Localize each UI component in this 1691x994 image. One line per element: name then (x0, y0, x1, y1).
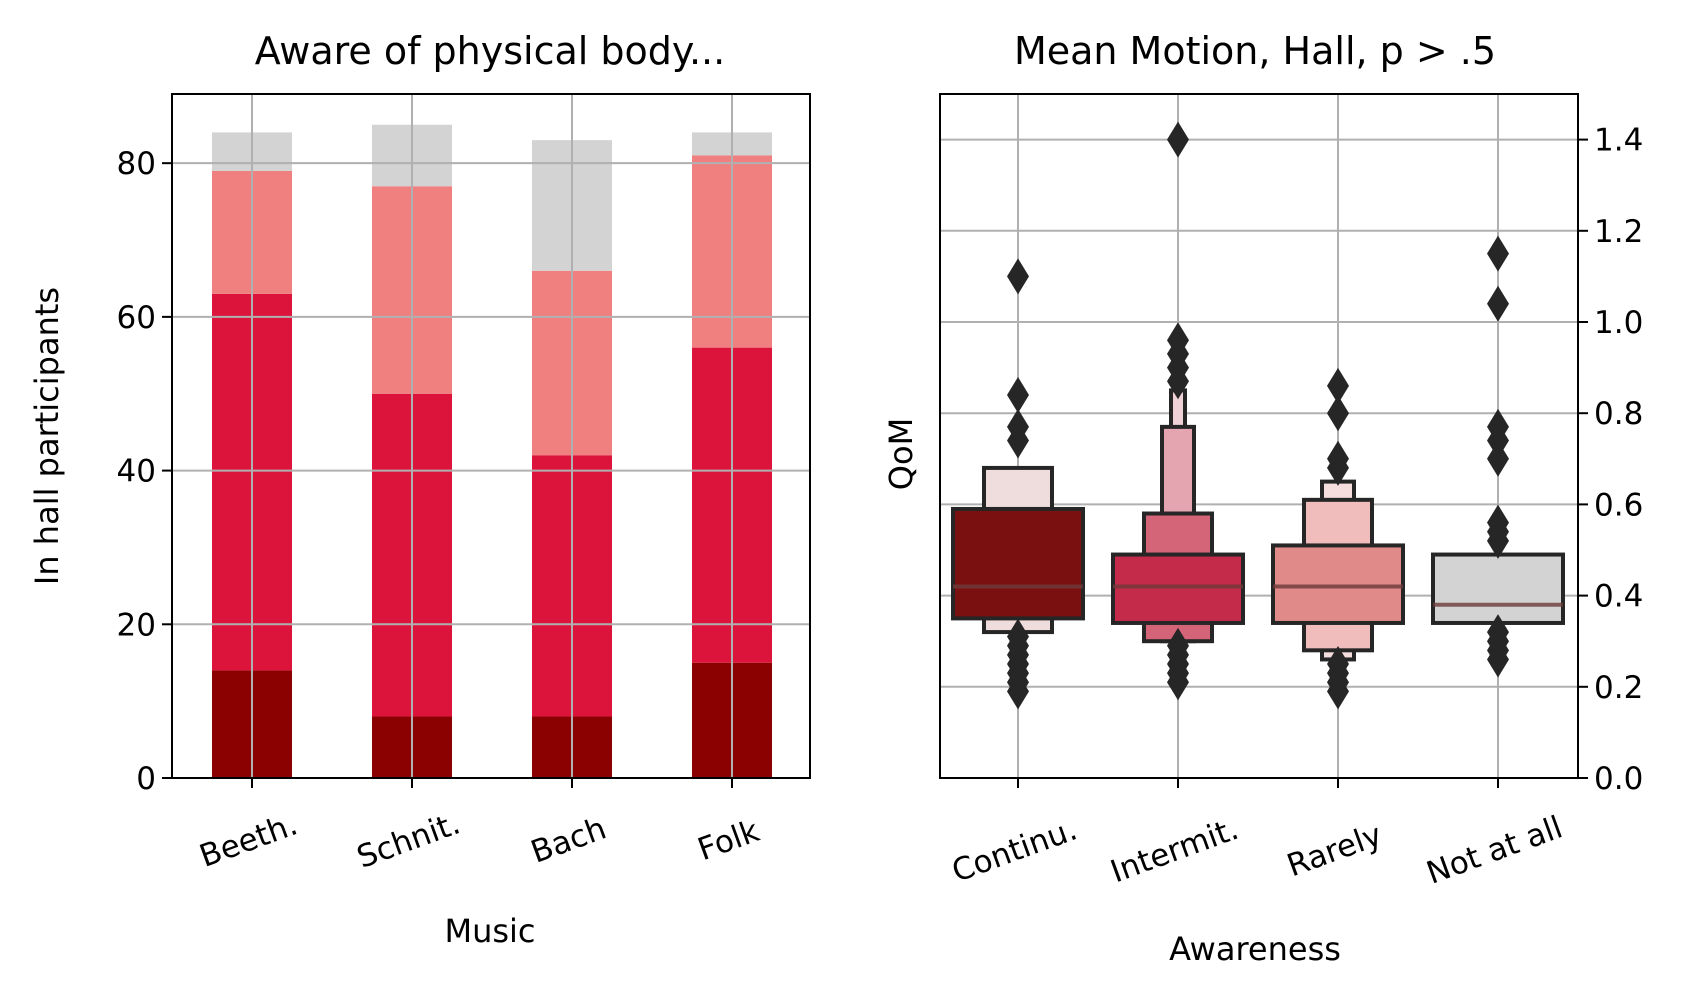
chart1-xtick-label: Beeth. (195, 806, 302, 874)
chart2-ylabel: QoM (882, 418, 920, 490)
outlier-marker (1007, 408, 1029, 445)
outlier-marker (1487, 504, 1509, 541)
chart1-ytick-label: 0 (136, 761, 156, 797)
chart2-ytick-label: 1.2 (1594, 214, 1643, 250)
outlier-marker (1327, 395, 1349, 432)
chart2-ytick-label: 1.0 (1594, 305, 1643, 341)
chart1-xtick-label: Schnit. (352, 805, 465, 875)
outlier-marker (1007, 258, 1029, 295)
chart2-frame (939, 93, 1579, 779)
boxen-chart: Mean Motion, Hall, p > .5 Awareness QoM … (882, 29, 1643, 968)
chart1-title: Aware of physical body... (255, 29, 725, 73)
chart1-frame (171, 93, 811, 779)
chart2-xlabel: Awareness (1169, 930, 1341, 968)
chart2-ytick-label: 0.2 (1594, 670, 1643, 706)
chart2-xtick-label: Not at all (1422, 810, 1567, 892)
chart1-ytick-label: 40 (117, 454, 156, 490)
chart1-xlabel: Music (444, 912, 535, 950)
outlier-marker (1487, 440, 1509, 477)
outlier-marker (1167, 121, 1189, 158)
chart2-ytick-label: 0.0 (1594, 761, 1643, 797)
chart2-xtick-label: Continu. (947, 811, 1082, 889)
outlier-marker (1007, 376, 1029, 413)
chart2-xtick-label: Intermit. (1106, 811, 1243, 890)
outlier-marker (1487, 235, 1509, 272)
chart1-xtick-label: Bach (526, 811, 611, 871)
boxen-intermit-level-0 (1111, 552, 1245, 625)
chart1-ytick-label: 60 (117, 300, 156, 336)
chart2-ytick-label: 0.8 (1594, 396, 1643, 432)
boxen-rarely-level-0 (1271, 543, 1405, 625)
outlier-marker (1167, 627, 1189, 664)
outlier-marker (1327, 367, 1349, 404)
outlier-marker (1487, 285, 1509, 322)
chart1-ylabel: In hall participants (28, 287, 66, 585)
chart1-ytick-label: 80 (117, 146, 156, 182)
outlier-marker (1327, 646, 1349, 682)
boxen-notatall-level-0 (1431, 552, 1565, 625)
chart1-ytick-label: 20 (117, 607, 156, 643)
outlier-marker (1167, 322, 1189, 359)
chart2-xtick-label: Rarely (1282, 817, 1386, 884)
boxen-continu-level-0 (951, 506, 1085, 621)
chart1-xtick-label: Folk (693, 813, 764, 868)
outlier-marker (1487, 408, 1509, 445)
chart2-ytick-label: 1.4 (1594, 123, 1643, 159)
chart2-ytick-label: 0.6 (1594, 487, 1643, 523)
chart2-title: Mean Motion, Hall, p > .5 (1014, 29, 1496, 73)
chart2-ytick-label: 0.4 (1594, 579, 1643, 615)
outlier-marker (1327, 440, 1349, 477)
outlier-marker (1487, 614, 1509, 651)
stacked-bar-chart: Aware of physical body... Music In hall … (28, 29, 811, 950)
outlier-marker (1007, 618, 1029, 655)
